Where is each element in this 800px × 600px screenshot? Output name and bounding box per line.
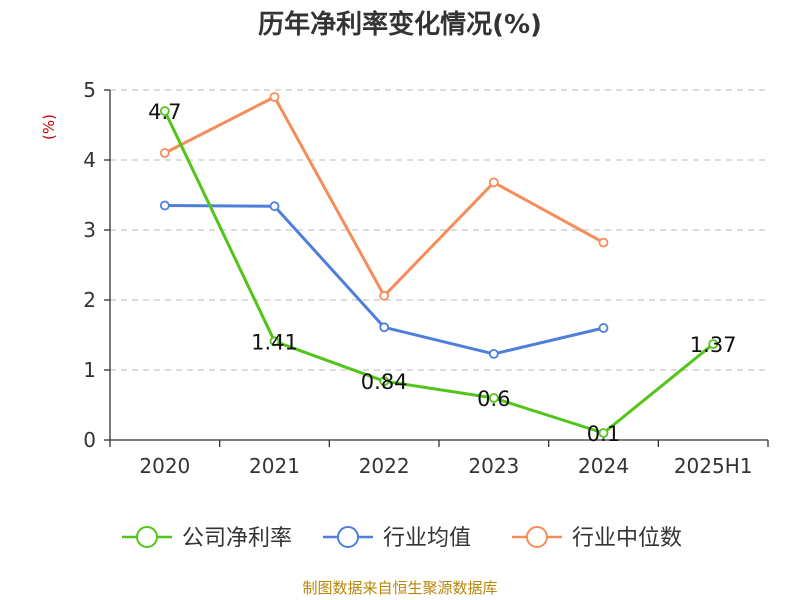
series-0-point-2021 — [269, 336, 280, 347]
data-label-2023: 0.6 — [477, 387, 510, 411]
legend-marker-2 — [526, 526, 548, 548]
series-2-point-2020 — [159, 148, 170, 158]
series-2-point-2024 — [598, 237, 609, 248]
x-tick-label-2024: 2024 — [578, 454, 629, 478]
legend-item-0[interactable]: 公司净利率 — [122, 526, 292, 551]
x-tick-label-2020: 2020 — [139, 454, 190, 478]
series — [159, 92, 719, 438]
data-source-note: 制图数据来自恒生聚源数据库 — [302, 579, 497, 597]
series-2-point-2021 — [269, 92, 280, 102]
x-tick-label-2021: 2021 — [249, 454, 300, 478]
series-0-point-2022 — [379, 376, 390, 387]
chart-title: 历年净利率变化情况(%) — [258, 9, 542, 40]
legend-label-1: 行业均值 — [383, 526, 471, 551]
y-tick-label-3: 3 — [83, 218, 96, 242]
legend-marker-1 — [337, 526, 359, 548]
legend-label-0: 公司净利率 — [182, 526, 292, 551]
y-axis-unit: (%) — [40, 114, 58, 140]
series-line-2 — [164, 95, 605, 298]
series-0-point-2023 — [488, 393, 499, 403]
series-1-point-2023 — [488, 348, 499, 359]
y-tick-label-2: 2 — [83, 288, 96, 312]
y-tick-label-4: 4 — [83, 148, 96, 172]
legend-marker-0 — [136, 526, 158, 548]
series-0-point-2024 — [598, 428, 609, 438]
series-2-point-2023 — [488, 177, 499, 188]
series-0-point-2025H1 — [708, 339, 719, 350]
y-tick-label-1: 1 — [83, 358, 96, 382]
series-1-point-2022 — [379, 322, 390, 333]
legend[interactable]: 公司净利率 行业均值 行业中位数 — [122, 526, 682, 551]
series-1-point-2024 — [598, 323, 609, 333]
series-1-point-2020 — [159, 200, 170, 211]
axes: 0 1 2 3 4 5 2020 2021 2022 2023 2024 2025H1 — [83, 78, 769, 478]
series-1-point-2021 — [269, 201, 280, 212]
legend-item-1[interactable]: 行业均值 — [323, 526, 471, 551]
series-2-point-2022 — [379, 290, 390, 301]
y-tick-label-5: 5 — [83, 78, 96, 102]
legend-item-2[interactable]: 行业中位数 — [512, 526, 682, 551]
data-label-2022: 0.84 — [361, 370, 408, 394]
x-tick-label-2023: 2023 — [468, 454, 519, 478]
series-0-point-2020 — [159, 106, 170, 116]
data-label-2025H1: 1.37 — [690, 333, 737, 357]
x-tick-label-2025H1: 2025H1 — [674, 454, 753, 478]
y-tick-label-0: 0 — [83, 428, 96, 452]
data-label-2020: 4.7 — [148, 100, 181, 124]
x-tick-label-2022: 2022 — [359, 454, 410, 478]
legend-label-2: 行业中位数 — [572, 526, 682, 551]
data-label-2024: 0.1 — [587, 422, 620, 446]
series-line-0 — [163, 110, 715, 435]
data-labels: 4.7 1.41 0.84 0.6 0.1 1.37 — [148, 100, 736, 446]
data-label-2021: 1.41 — [251, 330, 298, 354]
